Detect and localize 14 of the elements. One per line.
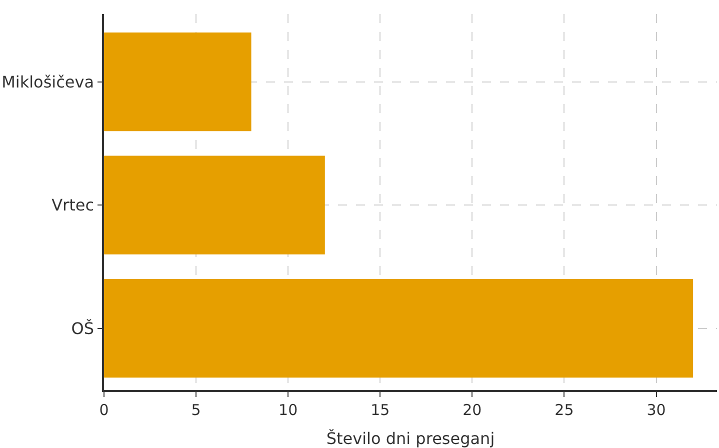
x-tick-label: 5 <box>191 400 201 419</box>
bar <box>104 32 252 132</box>
bar <box>104 156 325 254</box>
y-tick-label: Vrtec <box>52 196 94 215</box>
x-tick-label: 20 <box>462 400 482 419</box>
y-tick-label: Miklošičeva <box>2 72 94 92</box>
x-tick-label: 30 <box>646 400 666 419</box>
x-tick-label: 15 <box>370 400 390 419</box>
x-tick-label: 0 <box>99 400 109 419</box>
x-tick-label: 25 <box>554 400 574 419</box>
y-tick-label: OŠ <box>71 318 94 338</box>
x-tick-label: 10 <box>278 400 298 419</box>
x-axis-title: Število dni preseganj <box>326 428 495 448</box>
bar <box>104 279 694 378</box>
